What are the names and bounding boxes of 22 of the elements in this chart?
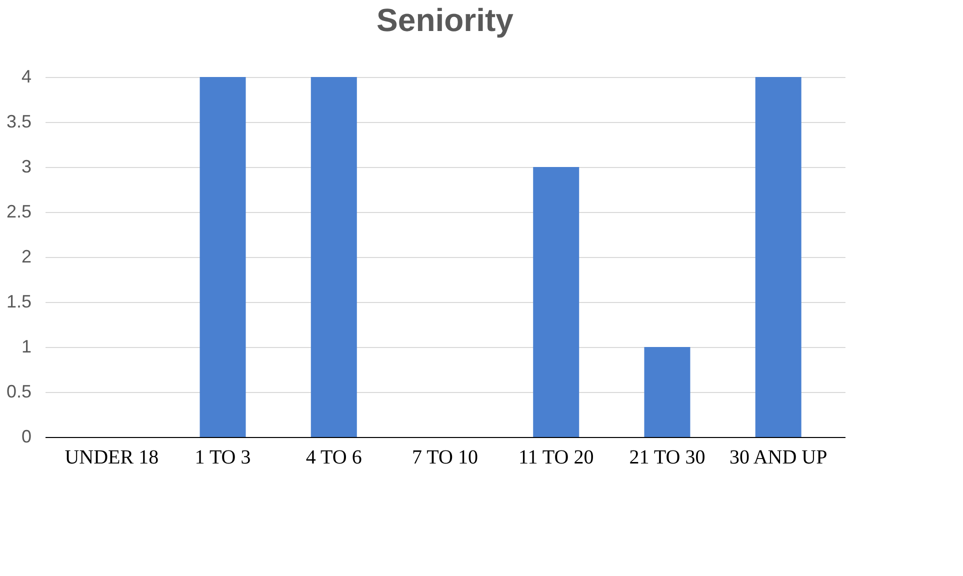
- y-tick-label: 1.5: [6, 292, 32, 312]
- bar: [310, 77, 357, 437]
- x-tick-label: 4 TO 6: [306, 446, 362, 468]
- y-tick-label: 4: [21, 66, 32, 86]
- y-tick-label: 3: [21, 156, 32, 176]
- x-tick-label: 21 TO 30: [629, 446, 706, 468]
- bar: [755, 77, 802, 437]
- bar: [200, 77, 246, 437]
- bar: [533, 167, 580, 437]
- y-tick-label: 2: [21, 246, 32, 266]
- x-tick-label: UNDER 18: [64, 446, 159, 468]
- bar: [644, 347, 690, 437]
- y-tick-label: 0: [21, 426, 32, 446]
- x-tick-label: 11 TO 20: [518, 446, 594, 468]
- y-tick-label: 2.5: [6, 202, 32, 222]
- y-tick-label: 0.5: [6, 382, 32, 402]
- x-tick-label: 1 TO 3: [194, 446, 251, 468]
- y-tick-label: 1: [21, 336, 32, 356]
- chart-title: Seniority: [376, 2, 514, 38]
- x-tick-label: 7 TO 10: [412, 446, 478, 468]
- x-tick-label: 30 AND UP: [729, 446, 828, 468]
- y-tick-label: 3.5: [6, 112, 32, 132]
